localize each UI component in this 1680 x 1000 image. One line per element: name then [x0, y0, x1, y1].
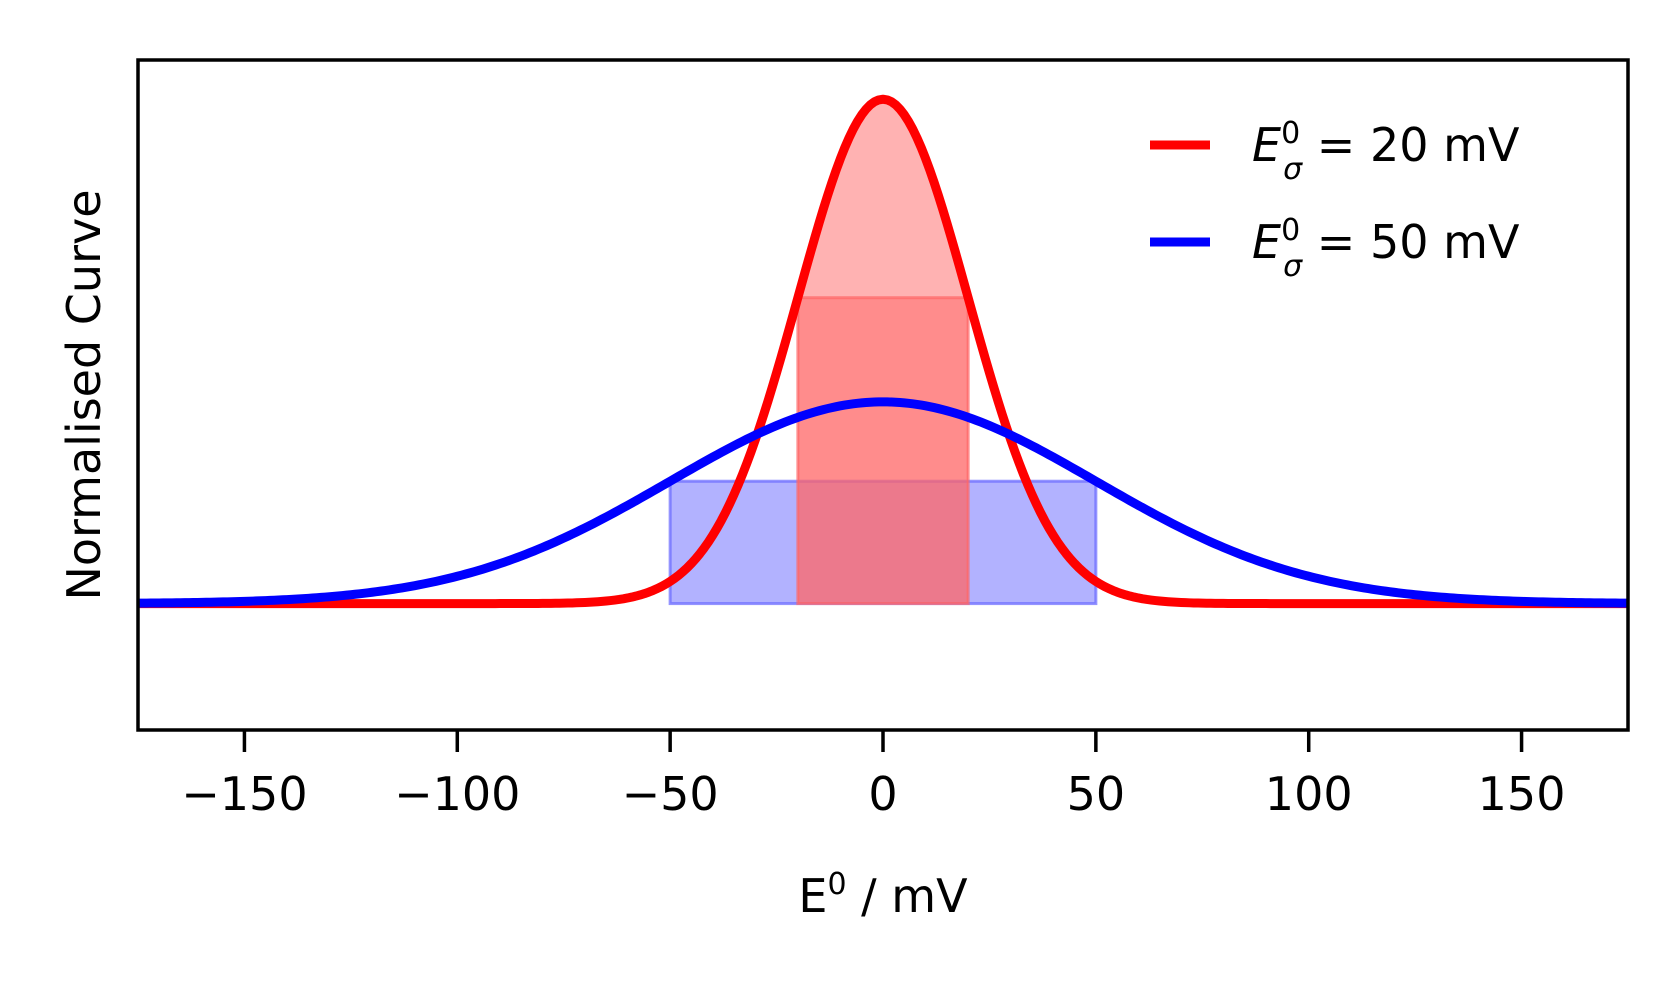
x-tick-label: 150: [1478, 767, 1566, 821]
series-line-sigma-20: [137, 94, 1629, 609]
x-tick-label: −100: [394, 767, 520, 821]
legend: E0 σ = 20 mV E0 σ = 50 mV: [1150, 116, 1520, 284]
series-line-sigma-50: [137, 397, 1629, 608]
series-lines: [137, 94, 1629, 609]
fill-area-sigma-20: [797, 99, 969, 604]
fill-areas: [668, 99, 1098, 606]
x-tick-label: 0: [868, 767, 897, 821]
x-tick-label: 100: [1265, 767, 1353, 821]
legend-entry-sigma-20: E0 σ = 20 mV: [1252, 116, 1520, 187]
legend-entry-sigma-50: E0 σ = 50 mV: [1252, 213, 1520, 284]
x-tick-label: −50: [622, 767, 719, 821]
x-tick-label: 50: [1067, 767, 1126, 821]
x-axis-ticks: −150 −100 −50 0 50 100 150: [181, 730, 1565, 821]
x-tick-label: −150: [181, 767, 307, 821]
y-axis-label: Normalised Curve: [57, 189, 111, 600]
x-axis-label: E0 / mV: [798, 867, 968, 923]
